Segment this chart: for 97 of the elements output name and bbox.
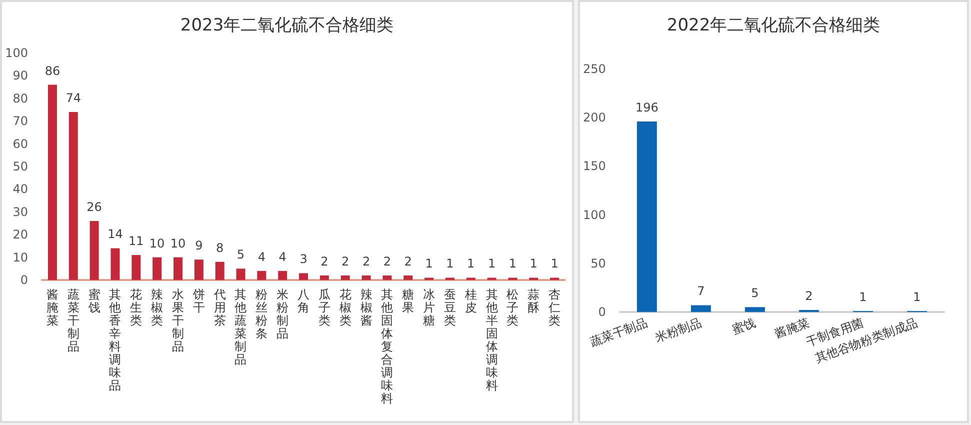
bar bbox=[382, 275, 392, 280]
data-label: 1 bbox=[859, 290, 867, 304]
x-tick-label: 杏仁类 bbox=[548, 288, 561, 328]
x-tick-label: 米粉制品 bbox=[276, 288, 289, 340]
x-tick-label: 冰片糖 bbox=[423, 288, 436, 328]
x-tick-label: 松子类 bbox=[506, 288, 519, 328]
data-label: 26 bbox=[86, 200, 102, 214]
y-tick-label: 50 bbox=[590, 256, 606, 270]
x-tick-label: 蜜饯 bbox=[730, 315, 758, 337]
x-tick-label: 米粉制品 bbox=[653, 315, 704, 345]
bar bbox=[215, 262, 224, 280]
x-tick-label: 花生类 bbox=[130, 288, 142, 328]
data-label: 4 bbox=[278, 250, 286, 264]
y-tick-label: 80 bbox=[12, 91, 28, 106]
data-label: 1 bbox=[550, 256, 558, 271]
bar bbox=[194, 260, 204, 280]
x-tick-label: 水果干制品 bbox=[172, 288, 184, 354]
bar bbox=[152, 257, 162, 280]
data-label: 1 bbox=[425, 256, 433, 271]
data-label: 1 bbox=[488, 256, 496, 271]
data-label: 3 bbox=[300, 252, 308, 266]
bar bbox=[320, 275, 329, 280]
y-tick-label: 10 bbox=[12, 250, 28, 264]
x-tick-label: 辣椒类 bbox=[151, 288, 164, 328]
data-label: 8 bbox=[216, 240, 224, 255]
bar bbox=[744, 307, 765, 312]
x-tick-label: 花椒类 bbox=[339, 288, 352, 328]
x-tick-label: 糖果 bbox=[402, 288, 414, 314]
bar bbox=[404, 275, 413, 280]
data-label: 1 bbox=[446, 256, 454, 271]
data-label: 196 bbox=[635, 100, 658, 114]
chart-title: 2023年二氧化硫不合格细类 bbox=[180, 16, 394, 36]
chart-title: 2022年二氧化硫不合格细类 bbox=[666, 16, 880, 36]
data-label: 2 bbox=[805, 289, 813, 304]
data-label: 10 bbox=[170, 236, 186, 250]
bar bbox=[90, 220, 99, 280]
data-label: 11 bbox=[128, 234, 144, 248]
data-label: 2 bbox=[320, 254, 328, 268]
y-tick-label: 90 bbox=[12, 68, 28, 83]
data-label: 86 bbox=[44, 64, 60, 78]
bar bbox=[340, 275, 350, 280]
y-tick-label: 30 bbox=[12, 204, 28, 219]
y-tick-label: 40 bbox=[12, 182, 28, 196]
data-label: 2 bbox=[404, 254, 412, 268]
category-label: 其他固体复合调味料 bbox=[381, 288, 394, 406]
x-tick-label: 八角 bbox=[298, 288, 310, 314]
x-tick-label: 蚕豆类 bbox=[444, 288, 456, 328]
x-tick-label: 其他半固体调味料 bbox=[486, 288, 498, 392]
x-tick-label: 其他蔬菜制品 bbox=[234, 288, 247, 366]
x-tick-label: 蜜饯 bbox=[87, 288, 100, 314]
bar bbox=[173, 257, 182, 280]
y-tick-label: 60 bbox=[12, 136, 28, 151]
x-tick-label: 饼干 bbox=[192, 288, 205, 314]
y-tick-label: 200 bbox=[583, 110, 606, 125]
y-tick-label: 150 bbox=[583, 159, 606, 174]
data-label: 2 bbox=[342, 254, 350, 268]
data-label: 5 bbox=[236, 248, 245, 262]
bar bbox=[690, 305, 711, 312]
x-tick-label: 瓜子类 bbox=[318, 288, 330, 328]
y-tick-label: 50 bbox=[12, 160, 28, 174]
bar bbox=[132, 255, 141, 280]
data-label: 10 bbox=[149, 236, 165, 250]
x-tick-label: 辣椒酱 bbox=[360, 288, 372, 328]
bar bbox=[257, 270, 266, 280]
y-tick-label: 0 bbox=[20, 273, 28, 287]
x-tick-label: 蔬菜干制品 bbox=[67, 288, 80, 354]
data-label: 7 bbox=[697, 284, 705, 298]
data-label: 1 bbox=[467, 256, 475, 271]
bar bbox=[68, 112, 78, 280]
x-tick-label: 代用茶 bbox=[212, 288, 226, 328]
y-tick-label: 100 bbox=[5, 46, 28, 60]
bar bbox=[362, 275, 371, 280]
x-tick-label: 粉丝粉条 bbox=[256, 288, 268, 340]
bar bbox=[236, 268, 246, 280]
data-label: 1 bbox=[508, 256, 517, 271]
x-tick-label: 桂皮 bbox=[464, 288, 477, 314]
x-tick-label: 蒜酥 bbox=[528, 288, 540, 314]
y-tick-label: 20 bbox=[12, 228, 28, 242]
bar bbox=[110, 248, 120, 280]
bar bbox=[299, 273, 308, 280]
data-label: 5 bbox=[751, 286, 759, 300]
data-label: 2 bbox=[383, 254, 391, 268]
bar bbox=[48, 84, 57, 280]
data-label: 14 bbox=[108, 227, 123, 242]
bar bbox=[278, 270, 288, 280]
data-label: 4 bbox=[258, 250, 266, 264]
data-label: 2 bbox=[362, 254, 370, 268]
data-label: 1 bbox=[913, 290, 921, 304]
y-tick-label: 100 bbox=[583, 208, 606, 222]
x-tick-label: 其他香辛料调味品 bbox=[109, 288, 122, 392]
data-label: 1 bbox=[530, 256, 538, 271]
y-tick-label: 70 bbox=[12, 114, 28, 128]
data-label: 74 bbox=[66, 91, 82, 106]
bar bbox=[636, 121, 657, 312]
x-tick-label: 酱腌菜 bbox=[46, 288, 58, 328]
y-tick-label: 250 bbox=[583, 62, 606, 76]
data-label: 9 bbox=[195, 238, 203, 253]
